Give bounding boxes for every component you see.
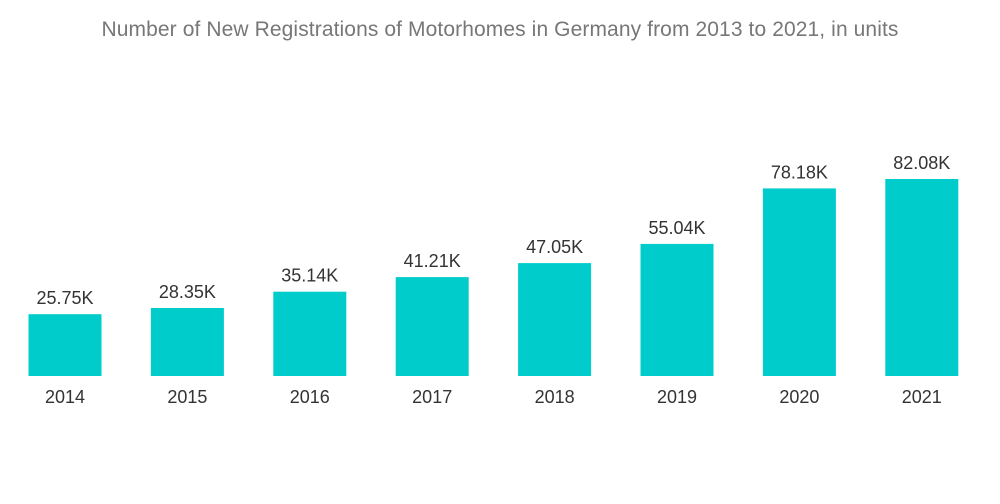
x-tick-label-2017: 2017 <box>412 387 452 407</box>
bars-layer <box>28 179 959 376</box>
x-tick-label-2019: 2019 <box>657 387 697 407</box>
value-label-2015: 28.35K <box>159 282 216 302</box>
value-label-2017: 41.21K <box>404 251 461 271</box>
bar-2014 <box>28 314 102 376</box>
x-tick-label-2016: 2016 <box>290 387 330 407</box>
bar-2019 <box>640 243 714 376</box>
value-label-2018: 47.05K <box>526 237 583 257</box>
value-label-2014: 25.75K <box>36 288 93 308</box>
value-label-2016: 35.14K <box>281 266 338 286</box>
x-axis-tick-labels: 2014 2015 2016 2017 2018 2019 2020 2021 <box>45 387 942 407</box>
x-tick-label-2018: 2018 <box>535 387 575 407</box>
value-label-2019: 55.04K <box>648 218 705 238</box>
value-label-2021: 82.08K <box>893 153 950 173</box>
x-tick-label-2014: 2014 <box>45 387 85 407</box>
bar-2020 <box>762 188 836 376</box>
chart-title: Number of New Registrations of Motorhome… <box>101 18 899 41</box>
x-tick-label-2021: 2021 <box>902 387 942 407</box>
value-labels-layer: 25.75K 28.35K 35.14K 41.21K 47.05K 55.04K 78.1… <box>36 153 950 308</box>
bar-2017 <box>395 277 469 376</box>
bar-2021 <box>885 179 959 376</box>
bar-2015 <box>150 308 224 376</box>
x-tick-label-2020: 2020 <box>779 387 819 407</box>
bar-2016 <box>273 291 347 376</box>
bar-2018 <box>518 263 592 376</box>
value-label-2020: 78.18K <box>771 162 828 182</box>
x-tick-label-2015: 2015 <box>167 387 207 407</box>
